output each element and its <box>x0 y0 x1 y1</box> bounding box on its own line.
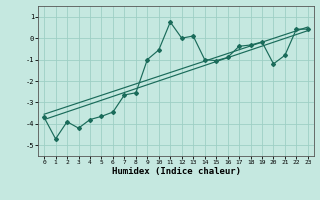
X-axis label: Humidex (Indice chaleur): Humidex (Indice chaleur) <box>111 167 241 176</box>
